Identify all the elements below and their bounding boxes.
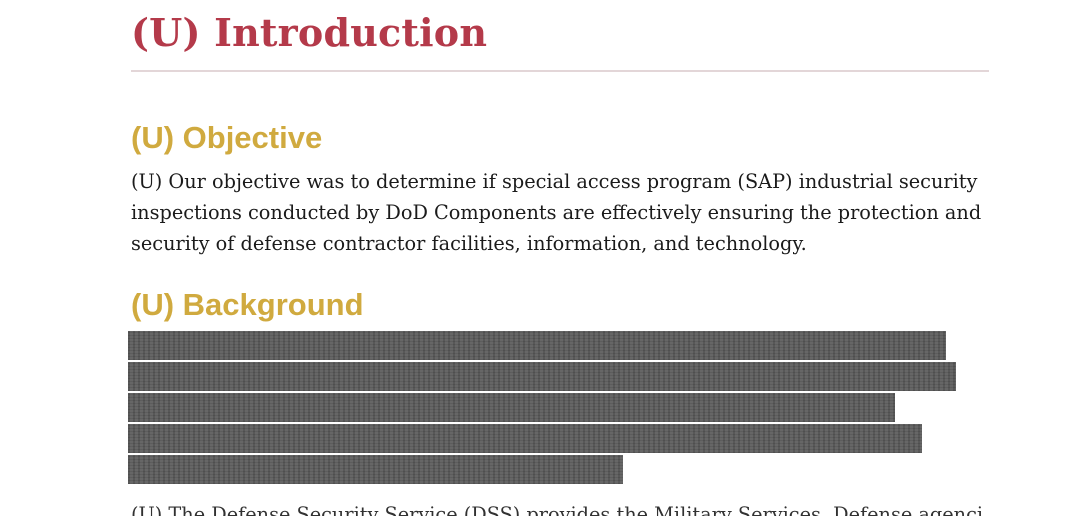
- section-heading-objective: (U) Objective: [131, 120, 323, 155]
- redaction-bar: [128, 424, 922, 453]
- objective-paragraph: (U) Our objective was to determine if sp…: [131, 166, 981, 259]
- page-title: (U) Introduction: [131, 10, 488, 55]
- redaction-bar: [128, 455, 623, 484]
- paragraph-line: inspections conducted by DoD Components …: [131, 201, 982, 224]
- cut-off-paragraph: (U) The Defense Security Service (DSS) p…: [131, 502, 981, 516]
- paragraph-line: security of defense contractor facilitie…: [131, 232, 807, 255]
- title-divider: [131, 70, 989, 72]
- paragraph-line: (U) Our objective was to determine if sp…: [131, 170, 978, 193]
- redaction-bar: [128, 393, 895, 422]
- redaction-bar: [128, 362, 956, 391]
- redaction-bar: [128, 331, 946, 360]
- paragraph-line: (U) The Defense Security Service (DSS) p…: [131, 503, 981, 516]
- section-heading-background: (U) Background: [131, 287, 364, 322]
